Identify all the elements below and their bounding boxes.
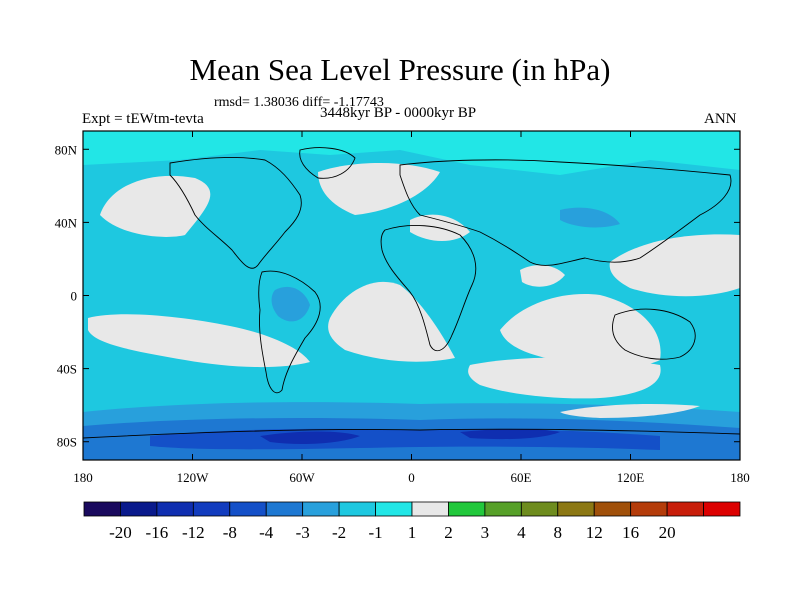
lat-tick-label: 80S <box>57 435 77 450</box>
neutral-s-indian <box>500 294 661 368</box>
coast-south-america <box>258 270 321 394</box>
colorbar-swatch <box>557 501 595 517</box>
colorbar-swatch <box>666 501 704 517</box>
neutral-indian <box>520 265 565 287</box>
coast-antarctica <box>83 428 740 439</box>
coast-greenland <box>299 147 356 179</box>
map-axes: 180 120W 60W 0 60E 120E 180 80N 40N 0 40S 80S <box>55 131 750 485</box>
mid-blue-s-america <box>271 286 310 322</box>
neutral-s-pacific <box>88 314 310 368</box>
lat-tick-label: 40S <box>57 362 77 377</box>
colorbar-swatch <box>229 501 267 517</box>
colorbar-label: -2 <box>332 523 346 542</box>
colorbar-label: 8 <box>554 523 563 542</box>
neutral-n-atlantic <box>318 162 440 215</box>
colorbar-swatch <box>448 501 486 517</box>
colorbar-label: -1 <box>368 523 382 542</box>
coastlines <box>83 147 740 439</box>
mid-blue-pacific <box>560 207 620 228</box>
arctic-light-band <box>83 131 740 175</box>
lon-tick-label: 180 <box>730 470 750 485</box>
colorbar-swatch <box>120 501 158 517</box>
colorbar-label: 3 <box>481 523 490 542</box>
coast-north-america <box>169 157 302 269</box>
colorbar-swatch <box>302 501 340 517</box>
colorbar-label: 12 <box>586 523 603 542</box>
coast-africa <box>380 225 477 352</box>
colorbar: -20 -16 -12 -8 -4 -3 -2 -1 1 2 3 4 8 12 16 20 <box>83 501 741 542</box>
lon-tick-label: 120W <box>177 470 210 485</box>
period-label: 3448kyr BP - 0000kyr BP <box>320 105 477 121</box>
colorbar-label: -3 <box>296 523 310 542</box>
colorbar-label: -12 <box>182 523 205 542</box>
colorbar-label: 20 <box>659 523 676 542</box>
antarctic-darkest-east <box>460 429 560 440</box>
lon-tick-label: 60W <box>289 470 315 485</box>
neutral-w-pacific <box>609 234 740 297</box>
colorbar-label: -8 <box>223 523 237 542</box>
stats-line: rmsd= 1.38036 diff= -1.17743 <box>214 95 384 110</box>
neutral-s-atlantic <box>328 281 455 362</box>
colorbar-swatch <box>411 501 449 517</box>
colorbar-swatch <box>484 501 522 517</box>
antarctic-near-zero <box>560 404 700 418</box>
colorbar-label: -4 <box>259 523 274 542</box>
colorbar-swatch <box>338 501 376 517</box>
experiment-label: Expt = tEWtm-tevta <box>82 111 204 127</box>
season-label: ANN <box>704 111 737 127</box>
colorbar-swatch <box>520 501 559 517</box>
coast-australia <box>612 308 696 360</box>
colorbar-swatch <box>630 501 668 517</box>
antarctic-darkest <box>260 431 360 444</box>
lon-tick-label: 180 <box>73 470 93 485</box>
lon-tick-label: 60E <box>511 470 532 485</box>
lat-tick-label: 40N <box>55 215 78 230</box>
colorbar-label: 16 <box>622 523 639 542</box>
lat-tick-label: 0 <box>71 289 78 304</box>
colorbar-label: -20 <box>109 523 132 542</box>
colorbar-label: 4 <box>517 523 526 542</box>
colorbar-swatch <box>192 501 231 517</box>
colorbar-swatch <box>375 501 413 517</box>
colorbar-label: 2 <box>444 523 453 542</box>
neutral-southern-ocean <box>468 357 661 399</box>
colorbar-swatch <box>156 501 194 517</box>
colorbar-swatch <box>83 501 121 517</box>
coast-eurasia <box>399 159 732 266</box>
colorbar-swatch <box>265 501 304 517</box>
lat-tick-label: 80N <box>55 142 78 157</box>
colorbar-swatch <box>593 501 632 517</box>
colorbar-label: -16 <box>146 523 169 542</box>
lon-tick-label: 120E <box>617 470 645 485</box>
map-title: Mean Sea Level Pressure (in hPa) <box>189 52 611 87</box>
lon-tick-label: 0 <box>408 470 415 485</box>
pressure-field <box>83 131 740 460</box>
colorbar-label: 1 <box>408 523 417 542</box>
colorbar-swatch <box>703 501 741 517</box>
